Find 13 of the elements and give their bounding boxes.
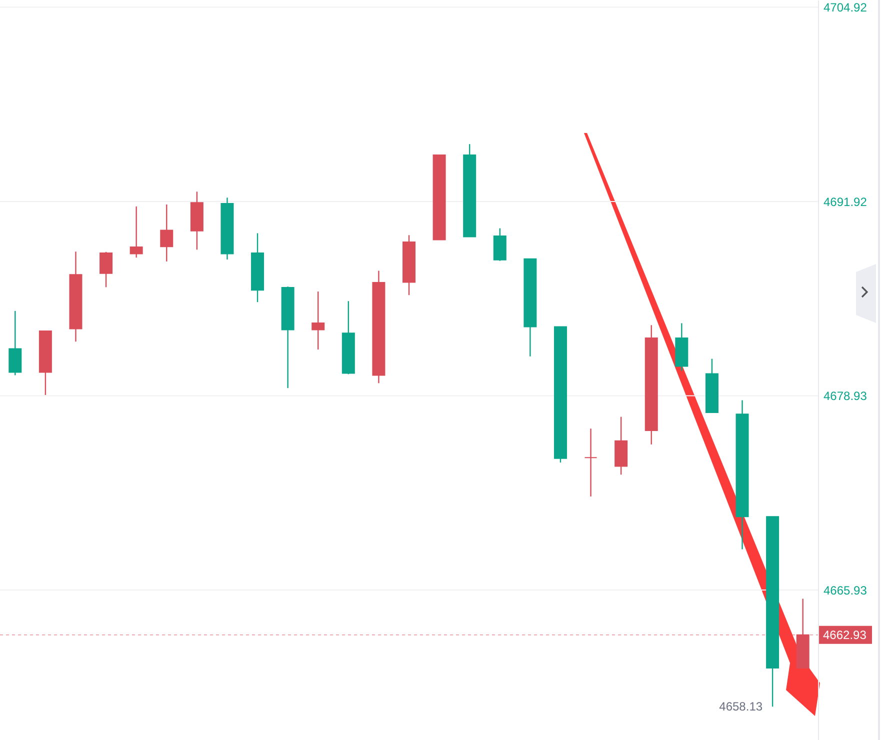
candlestick <box>8 310 22 376</box>
y-tick-label: 4704.92 <box>824 0 868 15</box>
candlestick <box>493 228 506 262</box>
y-tick-label: 4665.93 <box>824 584 868 598</box>
ref-line-label: 4662.93 <box>823 628 867 642</box>
y-tick-label: 4678.93 <box>824 389 868 404</box>
candlestick <box>160 204 174 262</box>
candlestick <box>100 251 113 288</box>
annotation: 4658.13 <box>719 700 763 714</box>
candlestick <box>584 428 598 498</box>
y-tick-label: 4691.92 <box>824 195 868 210</box>
candlestick <box>312 290 325 350</box>
candlestick <box>130 206 143 258</box>
